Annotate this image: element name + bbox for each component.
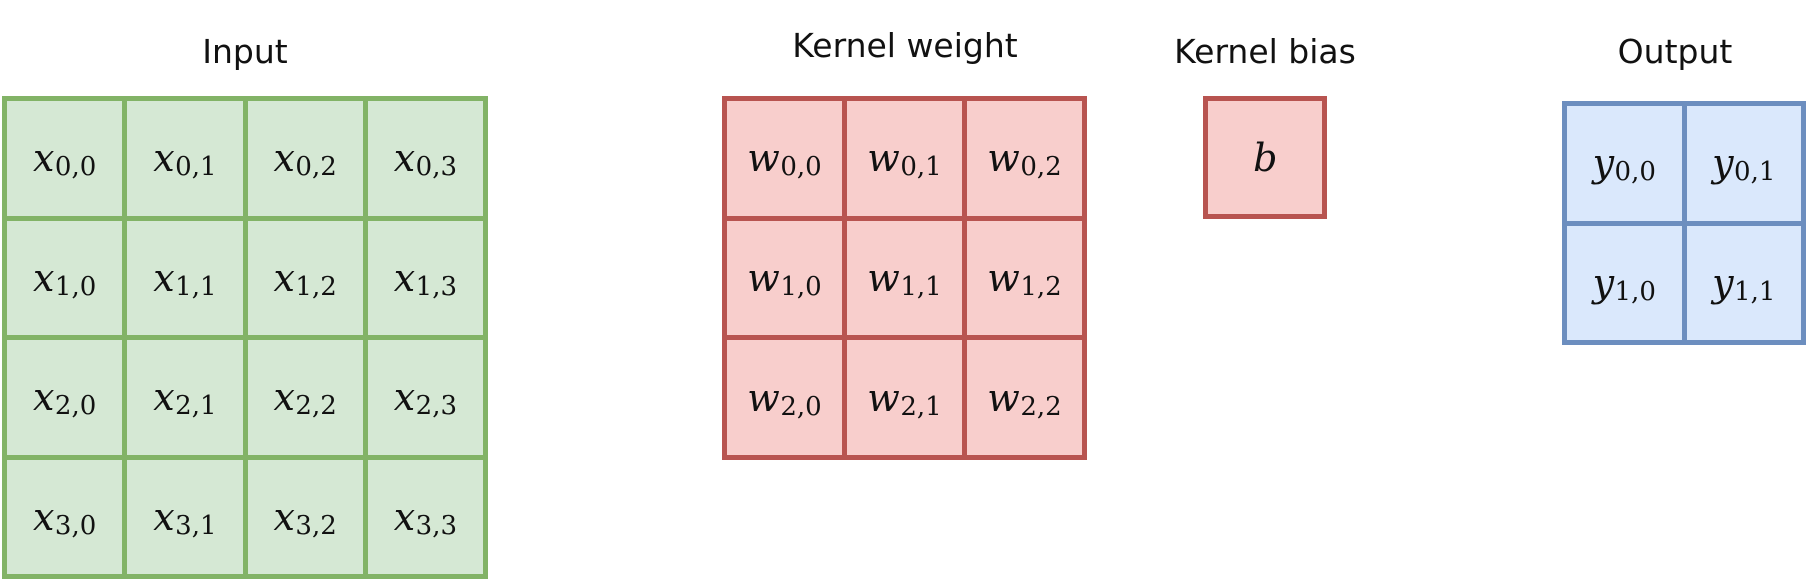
input-cell: x 2,3: [367, 340, 483, 455]
output-matrix: y 0,0 y 0,1 y 1,0 y 1,1: [1562, 101, 1806, 345]
input-cell: x 2,1: [127, 340, 243, 455]
kernel-weight-cell: w 1,2: [967, 220, 1082, 336]
kernel-weight-cell: w 0,1: [847, 101, 962, 216]
input-cell: x 0,3: [367, 101, 483, 216]
input-cell: x 0,0: [7, 101, 123, 216]
input-cell: x 1,2: [247, 220, 363, 335]
input-cell: x 0,2: [247, 101, 363, 216]
input-cell: x 3,3: [367, 459, 483, 574]
input-cell: x 1,0: [7, 220, 123, 335]
kernel-weight-cell: w 1,0: [727, 220, 842, 336]
kernel-bias-title: Kernel bias: [1174, 32, 1356, 71]
kernel-weight-matrix: w 0,0 w 0,1 w 0,2 w 1,0 w 1,1 w 1,2 w 2,0 w 2,1 …: [722, 96, 1087, 460]
output-title: Output: [1617, 32, 1733, 71]
input-cell: x 1,3: [367, 220, 483, 335]
input-cell: x 3,2: [247, 459, 363, 574]
input-cell: x 1,1: [127, 220, 243, 335]
input-title: Input: [202, 32, 288, 71]
kernel-bias-box: b: [1203, 96, 1327, 219]
kernel-bias-cell: b: [1208, 101, 1322, 214]
input-cell: x 2,2: [247, 340, 363, 455]
kernel-weight-cell: w 2,1: [847, 340, 962, 455]
kernel-weight-cell: w 2,0: [727, 340, 842, 455]
input-cell: x 3,0: [7, 459, 123, 574]
input-cell: x 3,1: [127, 459, 243, 574]
kernel-weight-cell: w 1,1: [847, 220, 962, 336]
kernel-weight-cell: w 0,2: [967, 101, 1082, 216]
input-cell: x 2,0: [7, 340, 123, 455]
output-cell: y 1,1: [1686, 225, 1801, 340]
kernel-weight-cell: w 0,0: [727, 101, 842, 216]
output-cell: y 0,0: [1567, 106, 1682, 221]
kernel-weight-title: Kernel weight: [792, 26, 1018, 65]
output-cell: y 1,0: [1567, 225, 1682, 340]
kernel-weight-cell: w 2,2: [967, 340, 1082, 455]
input-cell: x 0,1: [127, 101, 243, 216]
output-cell: y 0,1: [1686, 106, 1801, 221]
input-matrix: x 0,0 x 0,1 x 0,2 x 0,3 x 1,0 x 1,1 x 1,2 x 1,3 …: [2, 96, 488, 579]
